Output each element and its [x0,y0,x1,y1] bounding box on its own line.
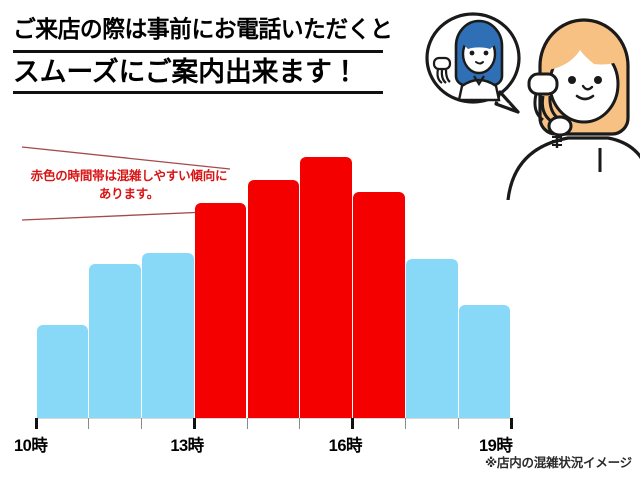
headline-line-2: スムーズにご案内出来ます！ [13,56,359,87]
x-axis-tick-major [351,418,355,429]
x-axis-tick-major [192,418,196,429]
x-axis-tick-label: 13時 [170,437,204,455]
chart-bar [458,304,511,418]
x-axis-tick-major [509,418,513,429]
chart-bar [353,191,405,418]
speech-bubble-staff-on-phone [425,12,521,114]
chart-bar [142,252,194,418]
x-axis-tick-label: 10時 [14,437,48,455]
x-axis-tick-minor [246,418,248,429]
x-axis-tick-minor [88,418,90,429]
chart-bar [300,157,353,418]
callout-text: 赤色の時間帯は混雑しやすい傾向に あります。 [18,168,240,204]
callout-text-line-2: あります。 [98,186,160,201]
x-axis-tick-minor [404,418,406,429]
chart-bar [194,203,247,418]
chart-bar [89,264,141,418]
x-axis-tick-minor [141,418,143,429]
x-axis-tick-label: 16時 [328,437,363,455]
headline-rule-top [13,49,383,53]
chart-bar [36,325,89,418]
headline-block: ご来店の際は事前にお電話いただくと スムーズにご案内出来ます！ [13,16,393,94]
x-axis-tick-minor [299,418,301,429]
phone-call-illustration [400,0,640,201]
woman-customer-on-phone [506,18,640,201]
chart-bar [247,180,300,418]
headline-rule-bottom [13,90,383,94]
chart-footnote: ※店内の混雑状況イメージ [484,456,632,470]
callout-text-line-1: 赤色の時間帯は混雑しやすい傾向に [30,169,228,183]
x-axis-line [36,418,512,419]
headline-line-1: ご来店の際は事前にお電話いただくと [13,16,393,42]
chart-bar [406,258,458,418]
x-axis-tick-major [34,418,38,429]
x-axis-tick-minor [457,418,459,429]
